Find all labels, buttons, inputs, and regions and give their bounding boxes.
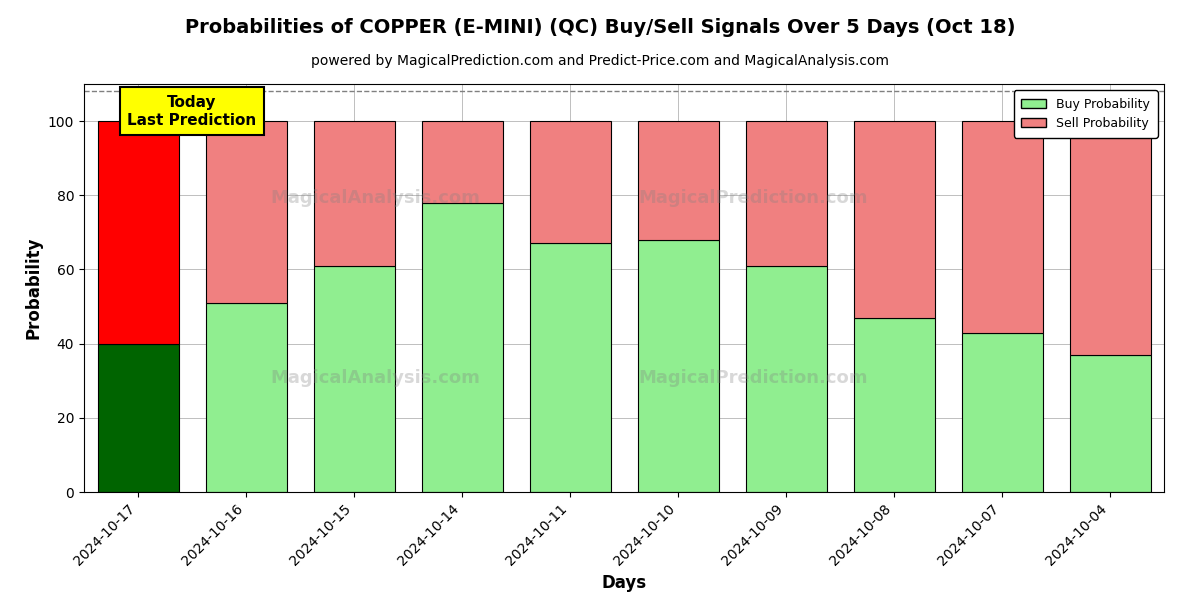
Text: Probabilities of COPPER (E-MINI) (QC) Buy/Sell Signals Over 5 Days (Oct 18): Probabilities of COPPER (E-MINI) (QC) Bu…	[185, 18, 1015, 37]
Text: MagicalPrediction.com: MagicalPrediction.com	[638, 189, 869, 207]
Bar	[529, 121, 611, 244]
Text: MagicalPrediction.com: MagicalPrediction.com	[638, 369, 869, 387]
Bar	[637, 240, 719, 492]
Text: Today
Last Prediction: Today Last Prediction	[127, 95, 257, 128]
Bar	[205, 121, 287, 303]
Text: powered by MagicalPrediction.com and Predict-Price.com and MagicalAnalysis.com: powered by MagicalPrediction.com and Pre…	[311, 54, 889, 68]
Bar	[1069, 121, 1151, 355]
Bar	[961, 121, 1043, 332]
Bar	[421, 203, 503, 492]
Bar	[97, 121, 179, 344]
Bar	[421, 121, 503, 203]
Text: MagicalAnalysis.com: MagicalAnalysis.com	[271, 189, 480, 207]
Bar	[853, 121, 935, 317]
Bar	[745, 266, 827, 492]
Bar	[97, 344, 179, 492]
Bar	[853, 317, 935, 492]
X-axis label: Days: Days	[601, 574, 647, 592]
Bar	[313, 121, 395, 266]
Bar	[637, 121, 719, 240]
Bar	[1069, 355, 1151, 492]
Bar	[745, 121, 827, 266]
Y-axis label: Probability: Probability	[24, 237, 42, 339]
Bar	[961, 332, 1043, 492]
Bar	[529, 244, 611, 492]
Text: MagicalAnalysis.com: MagicalAnalysis.com	[271, 369, 480, 387]
Bar	[313, 266, 395, 492]
Bar	[205, 303, 287, 492]
Legend: Buy Probability, Sell Probability: Buy Probability, Sell Probability	[1014, 90, 1158, 137]
